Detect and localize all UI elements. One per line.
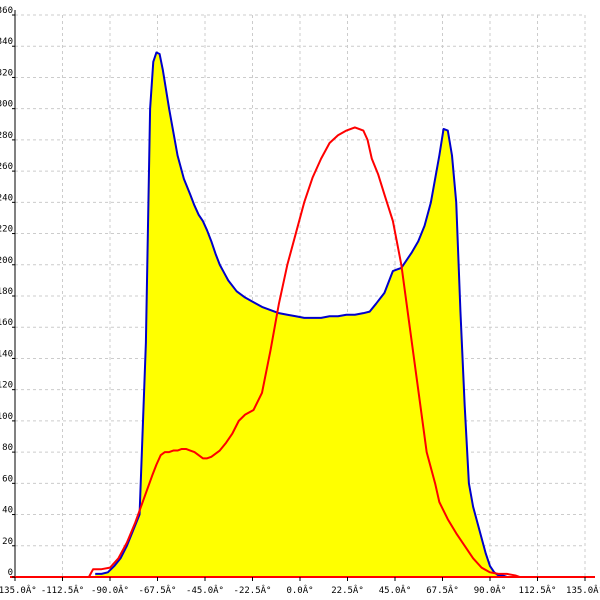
y-tick-label: 200 [0, 256, 13, 266]
series-line-layer [15, 51, 585, 578]
axes [10, 10, 595, 581]
y-tick-label: 340 [0, 37, 13, 47]
y-tick-label: 360 [0, 6, 13, 16]
series-fill-layer [95, 52, 507, 578]
tick-labels: 0 20 40 60 80 100 120 140 160 180 200 220 240 260 280 3… [0, 6, 600, 596]
y-tick-label: 40 [2, 506, 13, 516]
x-tick-label: 135.0Â° [566, 584, 600, 596]
y-tick-label: 300 [0, 100, 13, 110]
x-tick-label: 0.0Â° [286, 584, 313, 596]
x-tick-label: 112.5Â° [519, 584, 557, 596]
y-tick-label: 120 [0, 381, 13, 391]
x-tick-label: -135.0Â° [0, 584, 37, 596]
y-tick-label: 240 [0, 193, 13, 203]
y-tick-label: 60 [2, 474, 13, 484]
x-tick-label: -45.0Â° [186, 584, 224, 596]
y-tick-label: 20 [2, 537, 13, 547]
y-tick-label: 0 [8, 568, 13, 578]
x-tick-label: 67.5Â° [426, 584, 459, 596]
x-tick-label: 45.0Â° [379, 584, 412, 596]
y-tick-label: 260 [0, 162, 13, 172]
x-tick-label: 22.5Â° [331, 584, 364, 596]
y-tick-label: 100 [0, 412, 13, 422]
x-tick-label: 90.0Â° [474, 584, 507, 596]
x-tick-label: -22.5Â° [234, 584, 272, 596]
series-1-area [95, 52, 507, 578]
y-tick-label: 140 [0, 349, 13, 359]
y-tick-label: 280 [0, 131, 13, 141]
y-tick-label: 320 [0, 68, 13, 78]
series-1-line [95, 51, 508, 578]
x-tick-label: -90.0Â° [91, 584, 129, 596]
x-tick-label: -112.5Â° [41, 584, 84, 596]
y-tick-label: 160 [0, 318, 13, 328]
x-tick-label: -67.5Â° [139, 584, 177, 596]
y-tick-label: 220 [0, 225, 13, 235]
series-2-line [15, 126, 585, 578]
y-tick-label: 80 [2, 443, 13, 453]
y-tick-label: 180 [0, 287, 13, 297]
